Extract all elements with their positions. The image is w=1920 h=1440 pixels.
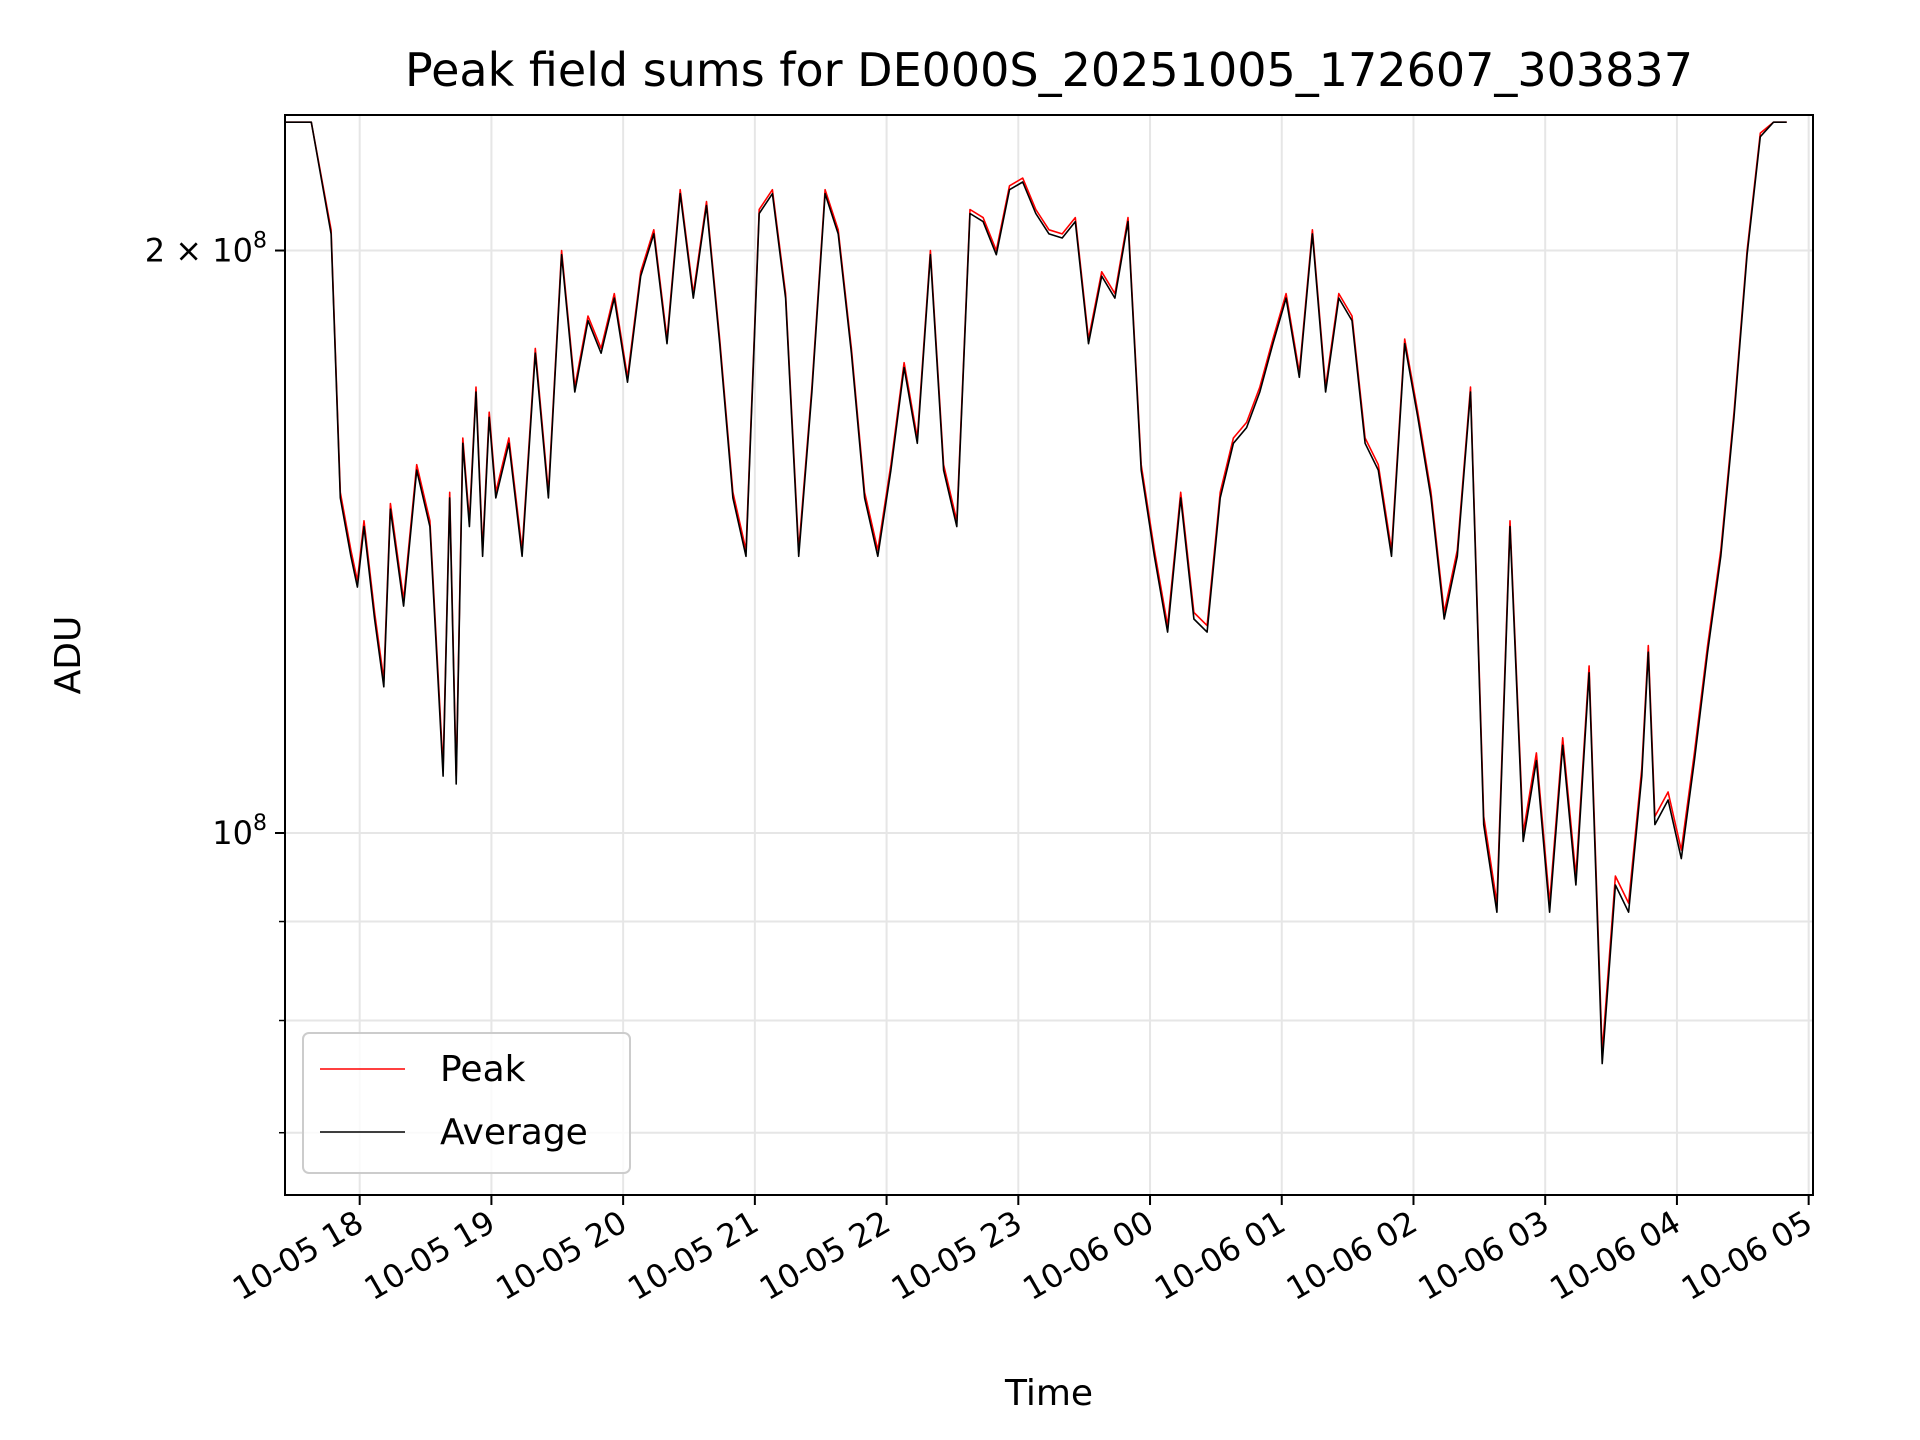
legend-box: [302, 1032, 631, 1174]
plot-frame: [284, 114, 1814, 1196]
y-tick-label: 108: [212, 811, 267, 852]
y-axis-ticks: 108 2 × 108: [145, 229, 285, 1134]
y-axis-label: ADU: [48, 616, 89, 695]
x-axis-label: Time: [1004, 1373, 1093, 1414]
series-line-peak: [285, 121, 1787, 1054]
legend: Peak Average: [302, 1032, 631, 1174]
legend-average-label: Average: [440, 1112, 588, 1153]
y-tick-label: 2 × 108: [145, 229, 267, 270]
series-line-average: [285, 121, 1787, 1065]
grid: [285, 115, 1813, 1195]
chart-title: Peak field sums for DE000S_20251005_1726…: [405, 43, 1693, 97]
series-lines: [285, 121, 1787, 1065]
legend-peak-label: Peak: [440, 1049, 526, 1090]
